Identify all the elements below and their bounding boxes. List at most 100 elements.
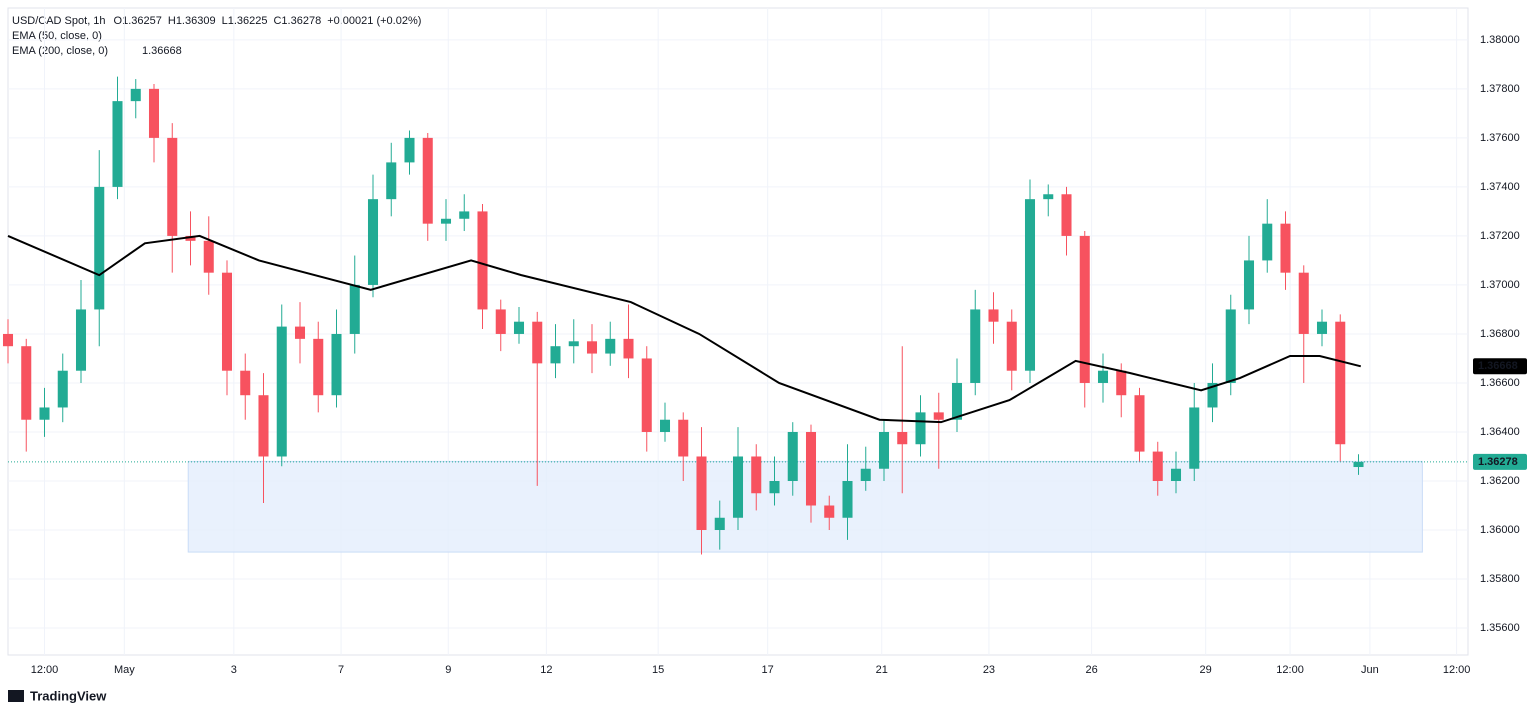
x-tick-label: 29 <box>1200 664 1212 676</box>
candle-body <box>659 419 671 432</box>
y-tick-label: 1.36800 <box>1480 328 1520 340</box>
x-tick-label: 12 <box>540 664 552 676</box>
candle-body <box>787 431 798 481</box>
candle-body <box>805 431 817 506</box>
candle-body <box>751 456 762 494</box>
candle-body <box>258 395 269 457</box>
candle-body <box>440 218 452 224</box>
candle-body <box>294 326 306 339</box>
candle-body <box>1243 260 1255 310</box>
x-tick-label: 9 <box>445 664 451 676</box>
brand-name: TradingView <box>30 688 107 703</box>
candle-body <box>1262 223 1273 261</box>
support-zone <box>187 460 1423 553</box>
candle-body <box>1316 321 1328 334</box>
candle-body <box>970 309 981 383</box>
y-tick-label: 1.37200 <box>1480 230 1520 242</box>
y-tick-label: 1.35800 <box>1480 573 1520 585</box>
candle-body <box>605 338 616 354</box>
candle-body <box>532 321 543 364</box>
candle-body <box>878 431 890 469</box>
y-tick-label: 1.36200 <box>1480 475 1520 487</box>
candle-body <box>586 341 598 354</box>
candle-body <box>203 240 214 273</box>
x-tick-label: 26 <box>1085 664 1097 676</box>
candle-body <box>769 480 780 494</box>
candle-body <box>1097 370 1109 383</box>
candle-body <box>1225 309 1236 383</box>
candle-body <box>550 346 561 364</box>
candle-body <box>1061 194 1072 236</box>
candle-body <box>1170 468 1182 481</box>
y-tick-label: 1.36400 <box>1480 426 1520 438</box>
candle-body <box>477 211 488 310</box>
candle-body <box>1134 395 1145 452</box>
ohlc-label: L1.36225 <box>222 15 268 27</box>
candle-body <box>349 284 360 334</box>
candle-body <box>57 370 68 408</box>
candle-body <box>1116 370 1127 396</box>
candle-body <box>331 333 342 396</box>
candle-body <box>1024 199 1036 371</box>
indicator-value: 1.36668 <box>142 45 182 57</box>
candle-body <box>112 101 123 187</box>
ema-badge-bg <box>1473 358 1527 375</box>
candle-body <box>1353 461 1364 468</box>
x-tick-label: 12:00 <box>31 664 59 676</box>
candle-body <box>1280 223 1291 273</box>
ohlc-label: H1.36309 <box>168 15 216 27</box>
candle-body <box>915 412 926 445</box>
y-tick-label: 1.38000 <box>1480 34 1520 46</box>
price-badge-bg <box>1473 453 1527 470</box>
candle-body <box>221 272 233 371</box>
candle-body <box>185 235 196 241</box>
x-tick-label: 21 <box>876 664 888 676</box>
candle-body <box>386 162 397 200</box>
candle-body <box>824 505 835 518</box>
candle-body <box>39 407 50 420</box>
y-tick-label: 1.37600 <box>1480 132 1520 144</box>
candle-body <box>513 321 525 334</box>
price-badge: 1.36278 <box>1478 456 1518 468</box>
chart-title: USD/CAD Spot, 1h <box>12 15 106 27</box>
ohlc-label: +0.00021 (+0.02%) <box>327 15 421 27</box>
candle-body <box>842 480 853 518</box>
candle-body <box>568 341 579 347</box>
y-tick-label: 1.37000 <box>1480 279 1520 291</box>
candle-body <box>678 419 689 457</box>
candle-body <box>1207 382 1218 408</box>
candle-body <box>459 211 470 219</box>
candle-body <box>21 346 32 420</box>
ohlc-label: O1.36257 <box>114 15 162 27</box>
ema-badge: 1.36668 <box>1478 360 1518 372</box>
candle-body <box>623 338 634 359</box>
x-tick-label: 3 <box>231 664 237 676</box>
indicator-label: EMA (200, close, 0) <box>12 45 108 57</box>
candle-body <box>641 358 652 432</box>
candle-body <box>1079 235 1090 383</box>
candle-body <box>988 309 999 322</box>
candle-body <box>167 137 178 236</box>
y-tick-label: 1.36000 <box>1480 524 1520 536</box>
candle-body <box>933 412 944 420</box>
candle-body <box>714 517 725 531</box>
candle-body <box>130 88 141 102</box>
candle-body <box>75 309 87 371</box>
candle-body <box>404 137 415 163</box>
indicator-label: EMA (50, close, 0) <box>12 30 102 42</box>
x-tick-label: 7 <box>338 664 344 676</box>
candle-body <box>951 382 963 420</box>
x-tick-label: Jun <box>1361 664 1379 676</box>
x-tick-label: 23 <box>983 664 995 676</box>
candle-body <box>1335 321 1346 445</box>
candle-body <box>1298 272 1309 334</box>
y-tick-label: 1.37800 <box>1480 83 1520 95</box>
candle-body <box>422 137 433 224</box>
candle-body <box>1006 321 1017 371</box>
candle-body <box>367 199 379 285</box>
y-tick-label: 1.36600 <box>1480 377 1520 389</box>
x-tick-label: 12:00 <box>1276 664 1304 676</box>
candle-body <box>860 468 871 481</box>
candle-body <box>1189 407 1200 469</box>
